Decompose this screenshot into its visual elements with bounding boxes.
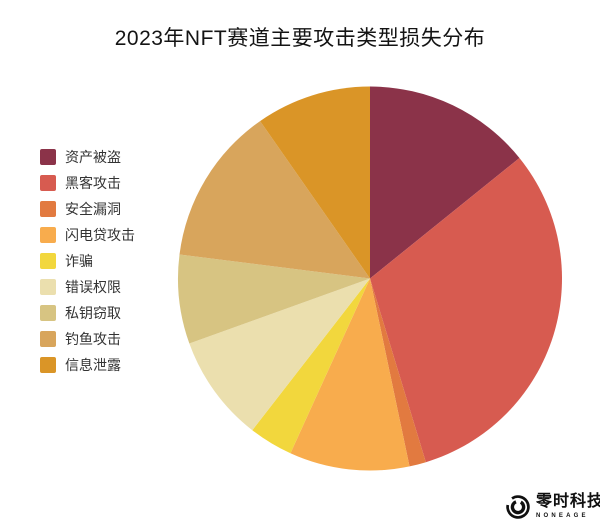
legend-swatch [40,253,56,269]
brand-name-en: NONEAGE [536,513,589,519]
legend-label: 安全漏洞 [65,201,121,217]
pie-slice[interactable] [177,254,370,344]
pie-slice[interactable] [252,278,370,454]
legend-label: 私钥窃取 [65,305,121,321]
legend-swatch [40,149,56,165]
legend-item[interactable]: 闪电贷攻击 [40,222,135,248]
legend-label: 信息泄露 [65,357,121,373]
legend-swatch [40,305,56,321]
chart-legend: 资产被盗黑客攻击安全漏洞闪电贷攻击诈骗错误权限私钥窃取钓鱼攻击信息泄露 [40,144,135,378]
legend-item[interactable]: 黑客攻击 [40,170,135,196]
pie-slice[interactable] [290,278,410,471]
pie-slice[interactable] [179,121,370,279]
pie-slice[interactable] [189,278,370,431]
legend-label: 错误权限 [65,279,121,295]
legend-swatch [40,331,56,347]
legend-item[interactable]: 错误权限 [40,274,135,300]
pie-slice[interactable] [370,278,426,467]
legend-label: 黑客攻击 [65,175,121,191]
legend-label: 闪电贷攻击 [65,227,135,243]
legend-swatch [40,279,56,295]
legend-item[interactable]: 资产被盗 [40,144,135,170]
legend-swatch [40,175,56,191]
legend-label: 钓鱼攻击 [65,331,121,347]
brand-name-cn: 零时科技 [536,493,600,510]
chart-title: 2023年NFT赛道主要攻击类型损失分布 [114,27,486,50]
legend-label: 诈骗 [65,253,93,269]
legend-item[interactable]: 私钥窃取 [40,300,135,326]
noneage-logo-icon [506,495,530,519]
legend-swatch [40,227,56,243]
pie-slice[interactable] [260,86,370,279]
legend-item[interactable]: 信息泄露 [40,352,135,378]
legend-swatch [40,357,56,373]
pie-slice[interactable] [370,86,520,279]
legend-swatch [40,201,56,217]
legend-item[interactable]: 钓鱼攻击 [40,326,135,352]
legend-item[interactable]: 诈骗 [40,248,135,274]
legend-label: 资产被盗 [65,149,121,165]
brand-logo: 零时科技 NONEAGE [505,494,600,520]
pie-slice[interactable] [370,157,562,463]
brand-logo-text: 零时科技 NONEAGE [536,493,600,520]
legend-item[interactable]: 安全漏洞 [40,196,135,222]
